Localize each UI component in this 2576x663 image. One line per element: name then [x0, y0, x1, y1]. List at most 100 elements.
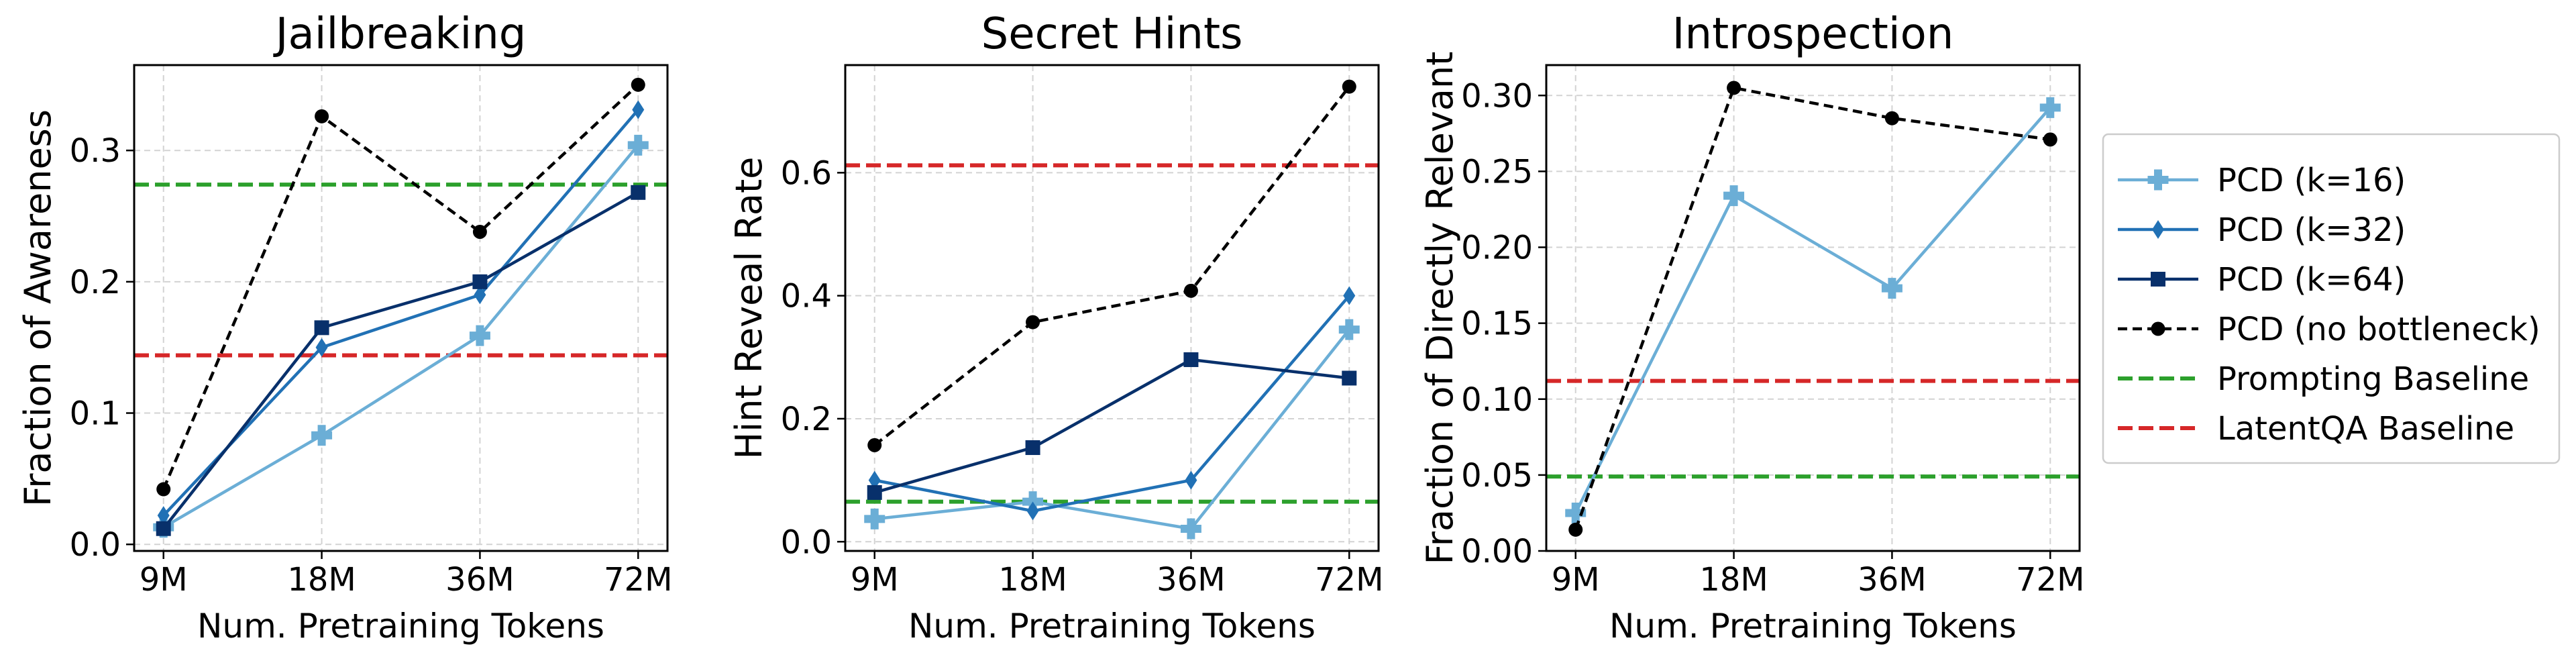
y-tick-label: 0.05	[1461, 457, 1533, 495]
series-line-nobn	[873, 85, 1351, 447]
x-axis-label: Num. Pretraining Tokens	[1609, 607, 2017, 646]
chart-panel-2: 9M 18M 36M 72M 0.0 0.2 0.4 0.6 Secret Hints Num. …	[728, 9, 1384, 646]
y-tick-label: 0.25	[1461, 153, 1533, 191]
legend-marker-k16	[2147, 169, 2169, 191]
data-point-k64	[314, 320, 329, 336]
y-tick-label: 0.2	[70, 264, 121, 301]
legend-label-k32: PCD (k=32)	[2217, 211, 2406, 249]
series-line-k32	[162, 109, 639, 517]
y-tick-label: 0.1	[70, 395, 121, 433]
x-tick-label: 9M	[851, 561, 899, 599]
data-point-nobn	[1026, 315, 1040, 329]
data-point-k32	[1343, 286, 1356, 305]
data-point-k16	[1881, 278, 1902, 299]
data-point-k16	[2039, 97, 2061, 118]
x-tick-label: 36M	[1858, 561, 1927, 599]
data-point-nobn	[315, 109, 329, 123]
y-tick-label: 0.2	[781, 401, 832, 438]
y-tick-label: 0.00	[1461, 533, 1533, 570]
data-point-k16	[627, 134, 649, 156]
x-axis-label: Num. Pretraining Tokens	[197, 607, 604, 646]
data-point-k32	[315, 338, 328, 357]
data-point-k32	[474, 285, 486, 305]
chart-title: Jailbreaking	[273, 9, 527, 59]
series-line-k64	[874, 358, 1350, 495]
x-axis-label: Num. Pretraining Tokens	[908, 607, 1316, 646]
data-point-k16	[469, 325, 490, 346]
chart-title: Introspection	[1672, 9, 1954, 59]
y-tick-label: 0.4	[781, 278, 832, 315]
data-point-k64	[1183, 352, 1199, 367]
y-tick-label: 0.6	[781, 154, 832, 192]
chart-panels: 9M 18M 36M 72M 0.0 0.1 0.2 0.3 Jailbreaking Num. …	[17, 9, 2085, 646]
legend-marker-k64	[2151, 272, 2165, 287]
x-tick-label: 72M	[2016, 561, 2085, 599]
y-axis-label: Hint Reveal Rate	[728, 157, 770, 460]
x-tick-label: 72M	[604, 561, 673, 599]
data-point-k16	[864, 508, 885, 529]
data-point-k32	[1026, 501, 1039, 521]
data-point-k64	[867, 484, 882, 500]
data-point-nobn	[867, 438, 882, 452]
y-tick-label: 0.3	[70, 132, 121, 170]
data-point-nobn	[1884, 111, 1899, 125]
data-point-k32	[157, 506, 170, 525]
x-tick-label: 9M	[1552, 561, 1600, 599]
y-axis-label: Fraction of Awareness	[17, 109, 59, 507]
legend-frame	[2102, 133, 2561, 464]
y-tick-label: 0.30	[1461, 77, 1533, 115]
x-tick-label: 72M	[1315, 561, 1384, 599]
plot-frame	[844, 64, 1380, 552]
x-tick-label: 18M	[998, 561, 1067, 599]
y-axis-label: Fraction of Directly Relevant	[1419, 52, 1461, 565]
data-point-k16	[1723, 185, 1745, 207]
chart-title: Secret Hints	[981, 9, 1243, 59]
series-line-k16	[162, 144, 640, 529]
data-point-k32	[1185, 470, 1197, 490]
series-line-k16	[1574, 106, 2051, 514]
data-point-k64	[156, 521, 171, 536]
data-point-k16	[1180, 518, 1201, 540]
series-line-nobn	[1574, 86, 2051, 531]
data-point-nobn	[1727, 81, 1741, 95]
chart-panel-3: 9M 18M 36M 72M 0.00 0.05 0.10 0.15 0.20 0.25 0.30 I…	[1419, 9, 2085, 646]
data-point-k16	[311, 425, 333, 446]
y-tick-label: 0.0	[781, 523, 832, 561]
data-point-nobn	[631, 77, 645, 92]
data-point-k32	[868, 470, 881, 490]
x-tick-label: 18M	[287, 561, 356, 599]
legend-label-latent: LatentQA Baseline	[2217, 410, 2514, 448]
legend-marker-nobn	[2151, 321, 2165, 336]
plot-frame	[133, 64, 669, 552]
series-line-nobn	[162, 83, 639, 490]
series-line-k32	[874, 295, 1350, 513]
plot-frame	[1545, 64, 2081, 552]
data-point-k32	[632, 100, 645, 119]
data-point-nobn	[1342, 79, 1356, 94]
data-point-k64	[1342, 370, 1357, 386]
x-tick-label: 36M	[1157, 561, 1226, 599]
legend-label-k16: PCD (k=16)	[2217, 162, 2406, 199]
legend-label-prompt: Prompting Baseline	[2217, 360, 2529, 398]
x-tick-label: 18M	[1699, 561, 1768, 599]
y-tick-label: 0.0	[70, 526, 121, 564]
data-point-k64	[1025, 440, 1040, 456]
data-point-k16	[1338, 319, 1360, 340]
data-point-nobn	[1568, 522, 1583, 537]
legend-label-nobn: PCD (no bottleneck)	[2217, 311, 2540, 348]
x-tick-label: 9M	[140, 561, 188, 599]
y-tick-label: 0.15	[1461, 305, 1533, 343]
y-tick-label: 0.20	[1461, 230, 1533, 267]
data-point-k64	[631, 185, 646, 200]
series-line-k64	[162, 191, 639, 530]
legend: PCD (k=16) PCD (k=32) PCD (k=64) PCD (no bo…	[2102, 133, 2561, 464]
series-line-k16	[874, 328, 1351, 531]
data-point-nobn	[156, 482, 171, 497]
legend-marker-k32	[2152, 220, 2164, 239]
data-point-nobn	[1183, 283, 1198, 298]
chart-panel-1: 9M 18M 36M 72M 0.0 0.1 0.2 0.3 Jailbreaking Num. …	[17, 9, 673, 646]
data-point-k64	[472, 274, 488, 289]
x-tick-label: 36M	[445, 561, 515, 599]
data-point-nobn	[2043, 132, 2057, 147]
